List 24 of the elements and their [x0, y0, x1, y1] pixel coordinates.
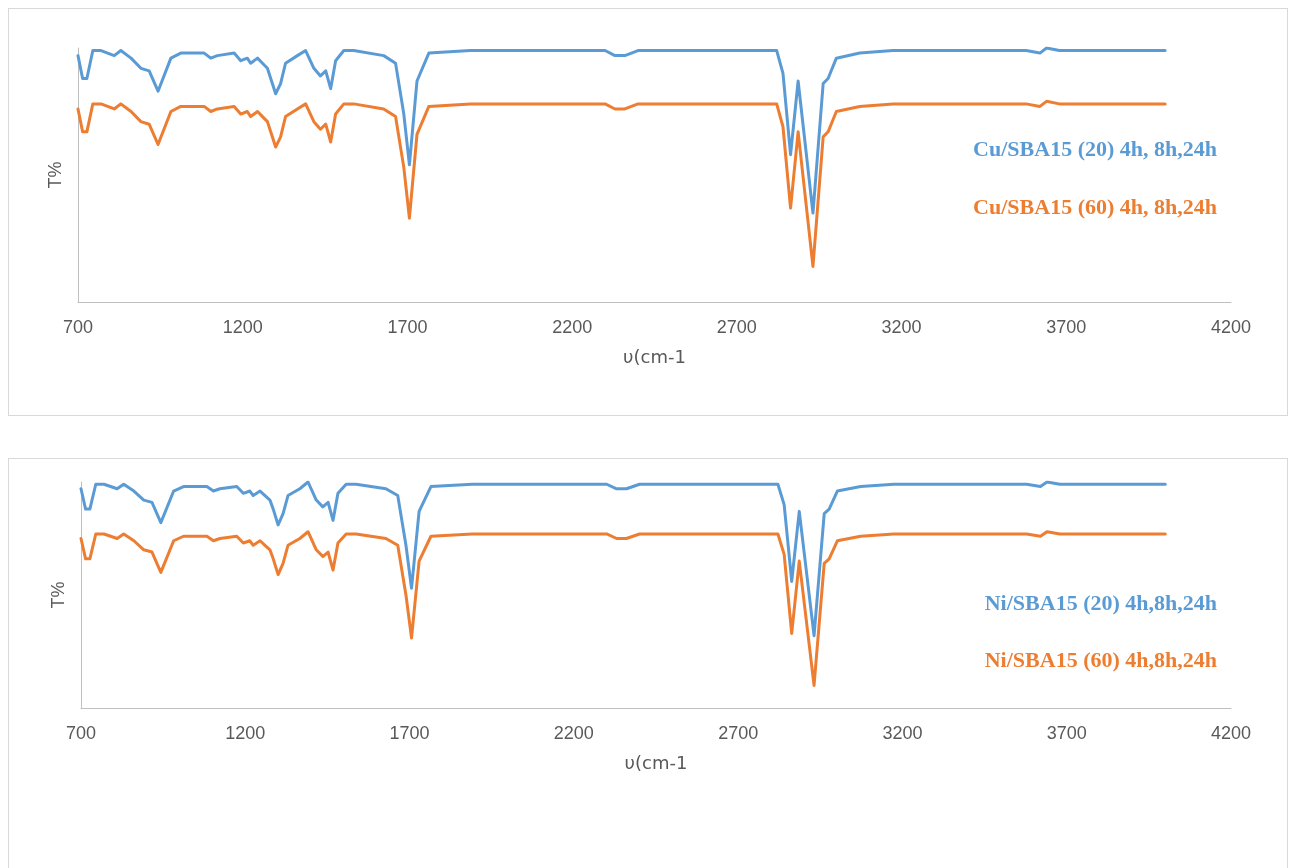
x-tick-label: 700	[65, 723, 97, 743]
x-tick-label: 1200	[222, 317, 263, 337]
x-axis-title: υ(cm-1	[624, 751, 688, 773]
x-tick-label: 2200	[553, 723, 594, 743]
text: Ni/SBA15 (60) 4h,8h,24h	[984, 646, 1218, 672]
y-axis-title: T%	[48, 581, 68, 609]
x-tick-label: 3700	[1046, 723, 1087, 743]
x-tick-label: 4200	[1210, 723, 1252, 743]
text: Cu/SBA15 (60) 4h, 8h,24h	[973, 193, 1217, 219]
y-axis-title: T%	[45, 161, 65, 189]
x-axis-title: υ(cm-1	[623, 345, 686, 367]
x-tick-label: 1700	[387, 317, 428, 337]
x-tick-label: 2200	[552, 317, 593, 337]
x-tick-label: 1200	[225, 723, 266, 743]
text: Ni/SBA15 (20) 4h,8h,24h	[984, 589, 1218, 615]
x-tick-label: 1700	[389, 723, 430, 743]
x-tick-label: 3200	[881, 317, 922, 337]
x-tick-label: 3200	[882, 723, 923, 743]
x-tick-label: 700	[62, 317, 94, 337]
x-tick-label: 3700	[1046, 317, 1087, 337]
x-tick-label: 2700	[718, 723, 759, 743]
x-tick-label: 4200	[1210, 317, 1252, 337]
x-tick-label: 2700	[716, 317, 757, 337]
text: Cu/SBA15 (20) 4h, 8h,24h	[973, 135, 1217, 161]
